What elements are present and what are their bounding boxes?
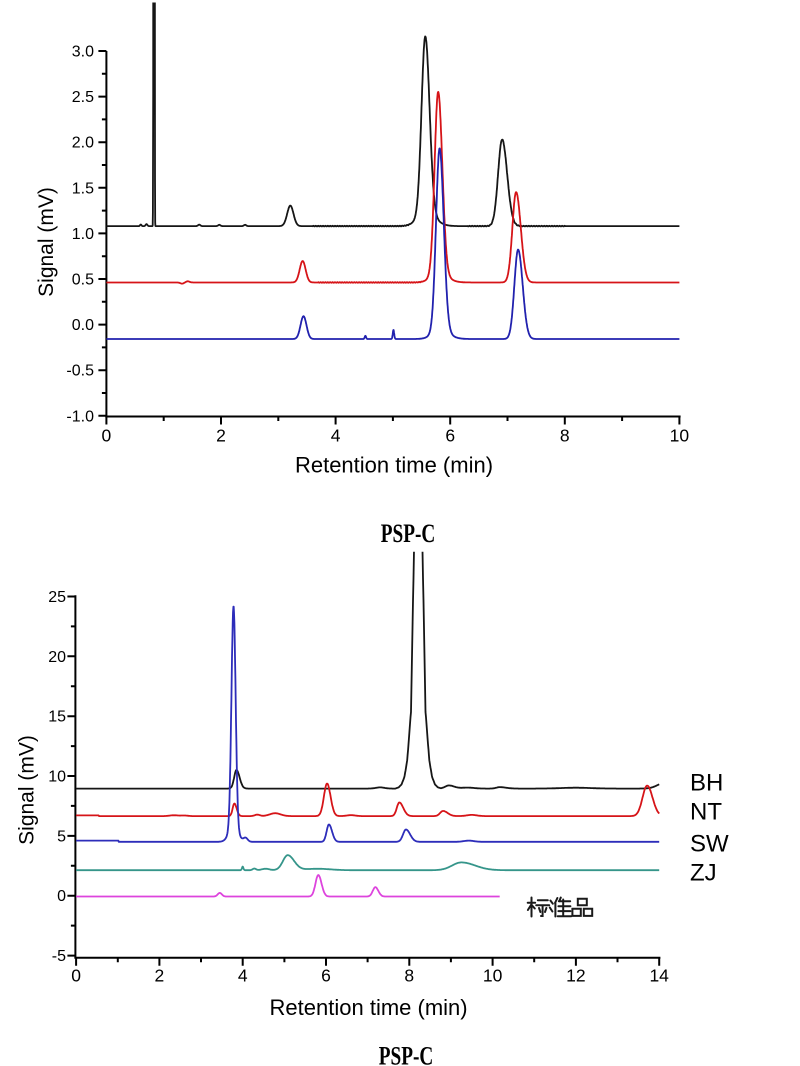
svg-text:0: 0 (57, 888, 66, 905)
svg-text:6: 6 (445, 426, 455, 446)
svg-text:10: 10 (483, 966, 503, 986)
svg-text:5: 5 (57, 828, 66, 845)
svg-text:Signal (mV): Signal (mV) (16, 735, 39, 845)
svg-text:15: 15 (48, 709, 66, 726)
svg-text:2.5: 2.5 (72, 89, 94, 106)
svg-text:-5: -5 (52, 948, 66, 965)
svg-text:Signal (mV): Signal (mV) (35, 187, 58, 297)
svg-text:6: 6 (321, 966, 331, 986)
svg-text:0: 0 (71, 966, 81, 986)
svg-text:10: 10 (670, 426, 690, 446)
svg-text:20: 20 (48, 649, 66, 666)
svg-text:NT: NT (690, 799, 722, 826)
svg-text:4: 4 (331, 426, 341, 446)
svg-text:Retention time (min): Retention time (min) (270, 995, 468, 1020)
svg-text:-0.5: -0.5 (66, 363, 94, 380)
svg-text:0: 0 (102, 426, 112, 446)
svg-text:8: 8 (404, 966, 414, 986)
svg-text:PSP-C: PSP-C (379, 1042, 433, 1066)
svg-text:10: 10 (48, 769, 66, 786)
svg-text:2.0: 2.0 (72, 135, 94, 152)
svg-text:1.5: 1.5 (72, 180, 94, 197)
svg-text:ZJ: ZJ (690, 860, 717, 887)
svg-text:0.0: 0.0 (72, 317, 94, 334)
svg-text:-1.0: -1.0 (66, 408, 94, 425)
svg-text:0.5: 0.5 (72, 272, 94, 289)
svg-text:PSP-C: PSP-C (381, 519, 435, 547)
svg-text:Retention time (min): Retention time (min) (295, 453, 493, 478)
svg-text:4: 4 (238, 966, 248, 986)
svg-text:12: 12 (566, 966, 585, 986)
svg-text:8: 8 (560, 426, 570, 446)
svg-text:3.0: 3.0 (72, 44, 94, 61)
svg-text:1.0: 1.0 (72, 226, 94, 243)
svg-text:14: 14 (649, 966, 669, 986)
svg-text:2: 2 (216, 426, 226, 446)
svg-text:2: 2 (155, 966, 165, 986)
svg-text:SW: SW (690, 831, 729, 858)
svg-text:BH: BH (690, 770, 723, 797)
svg-text:25: 25 (48, 589, 66, 606)
